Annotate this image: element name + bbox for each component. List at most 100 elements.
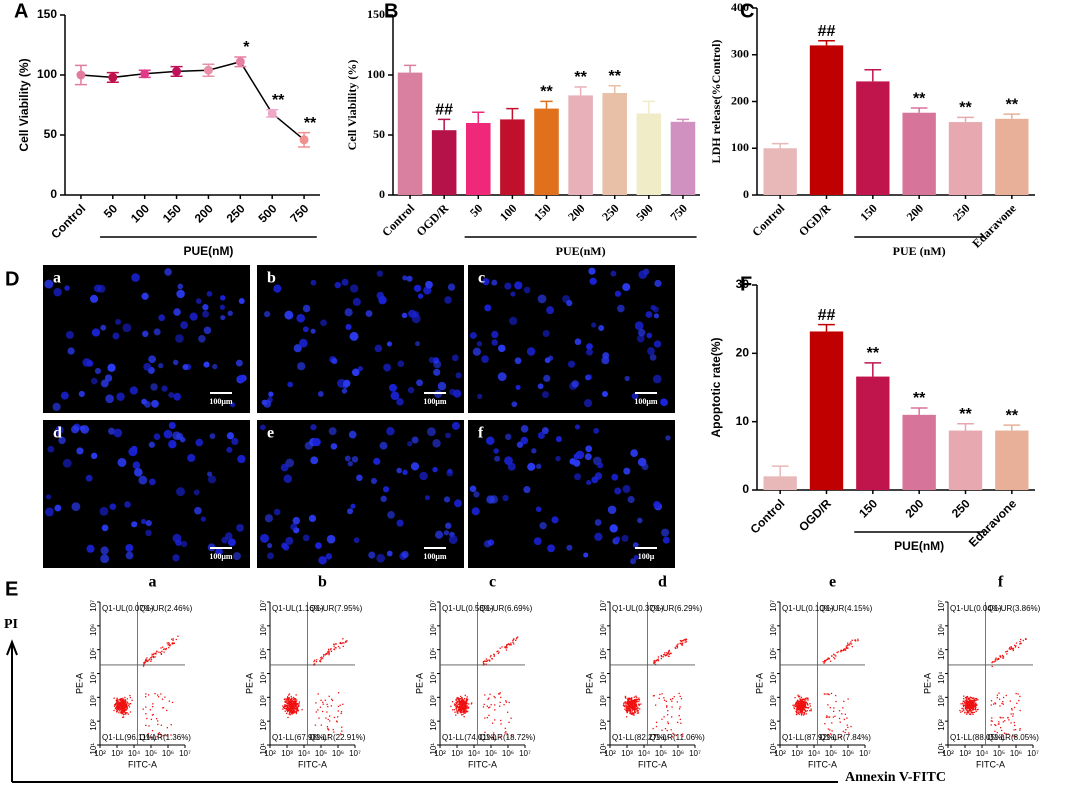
y-tick-label: 10⁷ — [429, 600, 438, 612]
event — [301, 709, 303, 711]
event — [513, 643, 515, 645]
nucleus — [284, 310, 294, 320]
event — [802, 704, 805, 707]
nucleus — [386, 341, 393, 347]
event — [127, 713, 129, 715]
event — [488, 697, 490, 699]
event — [455, 702, 458, 704]
nucleus — [153, 328, 161, 336]
event — [679, 642, 681, 645]
event — [997, 723, 1000, 725]
event — [510, 734, 513, 737]
event — [500, 696, 502, 699]
nucleus — [264, 514, 273, 523]
nucleus — [401, 550, 409, 559]
event — [966, 712, 968, 714]
panel-letter: F — [740, 273, 752, 295]
nucleus — [416, 379, 423, 387]
event — [964, 707, 967, 709]
event — [159, 651, 162, 654]
event — [494, 696, 496, 699]
event — [681, 640, 684, 642]
event — [672, 733, 675, 735]
event — [629, 708, 632, 710]
event — [119, 700, 122, 702]
event — [465, 699, 468, 701]
event — [289, 712, 291, 715]
x-tick-label: 10⁷ — [859, 749, 871, 758]
event — [124, 706, 126, 709]
event — [289, 700, 292, 702]
nucleus — [125, 551, 134, 560]
quadrant-label: Q1-LL(96.11%) — [102, 733, 156, 742]
event — [831, 730, 833, 732]
event — [802, 703, 804, 705]
event — [962, 700, 964, 702]
y-axis-label: LDH release(%Control) — [709, 40, 723, 164]
nucleus — [537, 383, 544, 390]
bar — [500, 119, 525, 195]
event — [122, 709, 124, 712]
event — [315, 702, 317, 704]
significance: ** — [913, 90, 926, 107]
panel-letter: D — [5, 268, 19, 290]
event — [967, 702, 969, 704]
nucleus — [334, 281, 342, 289]
event — [345, 641, 347, 643]
event — [162, 707, 165, 709]
nucleus — [376, 270, 384, 277]
event — [160, 653, 163, 656]
event — [457, 703, 460, 705]
event — [797, 704, 799, 707]
event — [297, 706, 299, 708]
event — [638, 704, 640, 707]
event — [799, 702, 801, 704]
event — [143, 662, 145, 665]
event — [167, 644, 169, 646]
event — [802, 709, 804, 711]
event — [999, 716, 1001, 719]
event — [685, 641, 688, 643]
nucleus — [349, 284, 359, 293]
scale-label: 100μm — [423, 397, 447, 406]
event — [805, 713, 807, 715]
event — [963, 695, 965, 697]
event — [121, 709, 123, 711]
event — [292, 696, 295, 699]
nucleus — [386, 427, 395, 436]
event — [286, 696, 289, 698]
event — [827, 704, 829, 706]
event — [965, 701, 967, 703]
y-label: PE-A — [584, 673, 594, 694]
event — [830, 692, 833, 695]
x-tick-label: 10³ — [959, 749, 971, 758]
nucleus — [94, 367, 102, 375]
x-tick-label: 10⁴ — [808, 749, 821, 758]
event — [120, 712, 122, 714]
event — [843, 718, 846, 721]
event — [128, 703, 131, 705]
event — [802, 714, 805, 716]
event — [468, 703, 470, 705]
event — [158, 651, 160, 653]
event — [291, 710, 294, 712]
nucleus — [661, 528, 670, 537]
event — [1010, 713, 1012, 715]
nucleus — [112, 332, 120, 340]
nucleus — [145, 529, 152, 537]
event — [116, 709, 118, 711]
quadrant-label: Q1-LL(87.92%) — [782, 733, 837, 742]
nucleus — [494, 455, 501, 462]
nucleus — [591, 476, 599, 484]
event — [458, 701, 460, 704]
nucleus — [328, 427, 337, 436]
event — [965, 703, 967, 705]
y-tick-label: 10⁷ — [937, 600, 946, 612]
event — [844, 731, 846, 734]
event — [119, 704, 122, 706]
event — [145, 713, 147, 715]
event — [975, 702, 977, 704]
event — [460, 702, 462, 705]
event — [491, 658, 494, 660]
x-tick-label: Control — [747, 496, 787, 536]
